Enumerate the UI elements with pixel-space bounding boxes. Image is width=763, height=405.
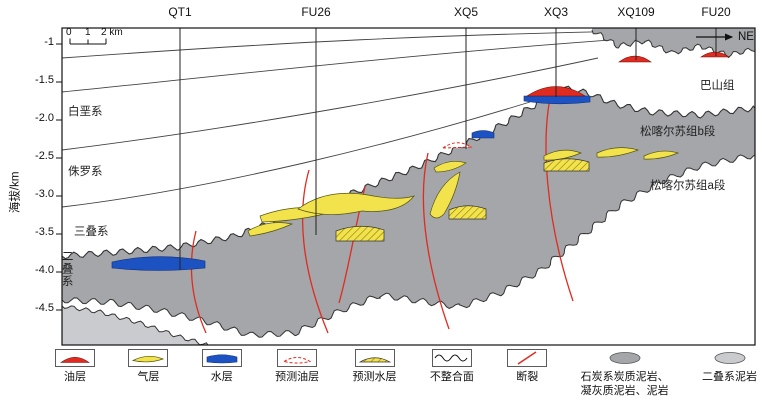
formation-label-songkaersu-b: 松喀尔苏组b段 bbox=[640, 126, 716, 138]
predicted-water-layer bbox=[543, 158, 590, 172]
formation-label-songkaersu-a: 松喀尔苏组a段 bbox=[650, 180, 726, 192]
legend-label-fault: 断裂 bbox=[516, 371, 539, 383]
well-lines bbox=[179, 28, 717, 270]
well-label-XQ5: XQ5 bbox=[453, 5, 478, 19]
unconformity-top-edge bbox=[61, 85, 756, 260]
well-label-FU20: FU20 bbox=[701, 5, 731, 19]
direction-label: NE bbox=[738, 31, 754, 43]
water-layer bbox=[523, 95, 591, 105]
legend-item-unconformity: 不整合面 bbox=[430, 349, 474, 384]
oil-lens bbox=[618, 55, 652, 63]
y-tick: -1 bbox=[44, 36, 54, 48]
legend-label-carboniferous-mudstone: 石炭系炭质泥岩、 凝灰质泥岩、泥岩 bbox=[580, 371, 669, 398]
scale-label-1: 1 bbox=[85, 27, 91, 38]
gas-lens bbox=[596, 147, 640, 158]
y-tick: -1.5 bbox=[35, 74, 54, 86]
y-tick: -3.0 bbox=[35, 188, 54, 200]
legend-label-permian-mudstone: 二叠系泥岩 bbox=[702, 371, 757, 383]
boundary-line bbox=[61, 57, 599, 151]
fault-line bbox=[301, 169, 329, 334]
gas-layers bbox=[247, 147, 680, 237]
legend-label-predicted-water: 预测水层 bbox=[352, 371, 397, 383]
water-layer bbox=[471, 130, 495, 139]
legend-item-predicted-water: 预测水层 bbox=[353, 349, 397, 384]
permian-top-edge bbox=[61, 305, 209, 346]
legend-item-predicted-oil: 预测油层 bbox=[275, 349, 319, 384]
gas-lens bbox=[433, 161, 467, 173]
y-tick: -4.5 bbox=[35, 302, 54, 314]
boundary-line bbox=[61, 101, 531, 208]
well-label-QT1: QT1 bbox=[168, 5, 192, 19]
legend-label-oil: 油层 bbox=[64, 371, 86, 383]
plot-border bbox=[61, 27, 756, 346]
legend-item-water: 水层 bbox=[201, 349, 242, 384]
y-tick: -3.5 bbox=[35, 226, 54, 238]
legend-item-oil: 油层 bbox=[55, 349, 95, 384]
gas-lens bbox=[247, 222, 294, 237]
unconformity-icon bbox=[431, 349, 472, 367]
gas-lens bbox=[643, 150, 680, 160]
scale-label-0: 0 bbox=[66, 27, 72, 38]
top-right-mudstone-cap bbox=[592, 28, 755, 58]
legend-label-predicted-oil: 预测油层 bbox=[275, 371, 320, 383]
legend: 油层 气层 水层 预测油层 bbox=[55, 349, 757, 399]
legend-item-carboniferous-mudstone: 石炭系炭质泥岩、 凝灰质泥岩、泥岩 bbox=[581, 349, 669, 399]
y-tick: -2.0 bbox=[35, 112, 54, 124]
water-layer bbox=[111, 256, 206, 271]
well-label-XQ3: XQ3 bbox=[543, 5, 568, 19]
predicted-water-layers bbox=[335, 158, 590, 242]
stratum-label-cretaceous: 白垩系 bbox=[68, 106, 103, 118]
legend-label-water: 水层 bbox=[210, 371, 233, 383]
fault-icon bbox=[507, 349, 548, 367]
predicted-water-layer-icon bbox=[354, 349, 395, 367]
predicted-water-layer bbox=[448, 205, 487, 220]
permian-mudstone-icon bbox=[714, 352, 745, 364]
fault-lines bbox=[190, 92, 574, 334]
fault-line bbox=[190, 230, 207, 334]
y-tick: -4.0 bbox=[35, 264, 54, 276]
formation-label-bashan: 巴山组 bbox=[700, 80, 735, 92]
legend-label-unconformity: 不整合面 bbox=[429, 371, 474, 383]
y-axis-title: 海拔/km bbox=[9, 171, 22, 214]
unconformity-bottom-edge bbox=[61, 154, 756, 338]
well-label-XQ109: XQ109 bbox=[617, 5, 655, 19]
scale-bar bbox=[69, 38, 107, 45]
legend-item-fault: 断裂 bbox=[507, 349, 548, 384]
gas-lens bbox=[543, 149, 582, 161]
y-tick: -2.5 bbox=[35, 150, 54, 162]
predicted-water-layer bbox=[335, 225, 385, 242]
y-axis-ticks bbox=[56, 43, 62, 311]
predicted-oil-layer-icon bbox=[277, 349, 318, 367]
predicted-oil-lens bbox=[441, 142, 473, 149]
legend-item-permian-mudstone: 二叠系泥岩 bbox=[702, 349, 757, 384]
gas-lens bbox=[429, 171, 461, 219]
water-layers bbox=[111, 95, 591, 271]
gas-layer-icon bbox=[128, 349, 169, 367]
well-label-FU26: FU26 bbox=[301, 5, 331, 19]
gas-lens bbox=[297, 192, 415, 215]
water-layer-icon bbox=[201, 349, 242, 367]
carboniferous-mudstone-icon bbox=[609, 352, 641, 364]
stratum-label-triassic: 三叠系 bbox=[74, 226, 109, 238]
carboniferous-mudstone-band bbox=[62, 86, 755, 338]
scale-label-2: 2 km bbox=[101, 27, 123, 38]
fault-line bbox=[545, 92, 574, 302]
legend-item-gas: 气层 bbox=[128, 349, 169, 384]
stratum-label-permian: 二叠系 bbox=[60, 250, 73, 288]
oil-layer-icon bbox=[55, 349, 95, 367]
legend-label-gas: 气层 bbox=[137, 371, 160, 383]
fault-line bbox=[422, 152, 450, 330]
stratum-label-jurassic: 侏罗系 bbox=[68, 166, 103, 178]
oil-lens bbox=[700, 51, 730, 58]
